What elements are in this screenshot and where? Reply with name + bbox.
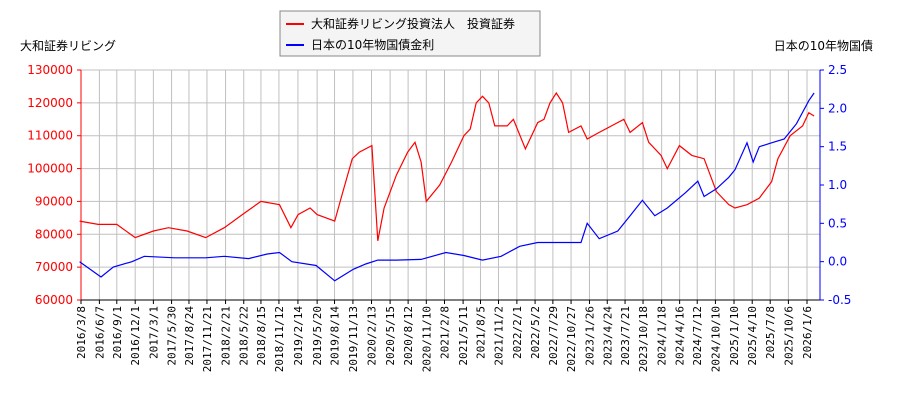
x-tick-label: 2025/4/10: [746, 306, 759, 366]
legend-box: [279, 10, 541, 57]
x-tick-label: 2022/7/29: [547, 306, 560, 366]
x-tick-label: 2026/1/6: [801, 306, 814, 359]
left-tick-label: 110000: [27, 129, 73, 143]
left-axis-label: 大和証券リビング: [20, 38, 116, 53]
x-tick-label: 2016/6/7: [93, 306, 106, 359]
right-tick-label: 0.5: [828, 216, 847, 230]
x-tick-label: 2018/8/15: [255, 306, 268, 366]
right-tick-label: 1.0: [828, 178, 847, 192]
legend-label: 日本の10年物国債金利: [311, 37, 434, 52]
right-tick-label: 2.0: [828, 101, 847, 115]
x-tick-label: 2025/1/10: [728, 306, 741, 366]
x-tick-label: 2016/9/1: [111, 306, 124, 359]
left-tick-label: 100000: [27, 162, 73, 176]
x-tick-label: 2019/2/14: [292, 306, 305, 366]
x-tick-label: 2020/2/13: [366, 306, 379, 366]
x-tick-label: 2025/10/6: [782, 306, 795, 366]
x-tick-label: 2016/12/1: [129, 306, 142, 366]
x-tick-label: 2017/11/21: [201, 306, 214, 372]
x-tick-label: 2018/5/22: [238, 306, 251, 366]
x-tick-label: 2024/7/12: [691, 306, 704, 366]
x-tick-label: 2020/5/15: [384, 306, 397, 366]
x-tick-label: 2017/3/1: [147, 306, 160, 359]
left-tick-label: 80000: [35, 227, 73, 241]
x-tick-label: 2024/10/10: [709, 306, 722, 372]
x-tick-label: 2021/5/11: [457, 306, 470, 366]
legend-label: 大和証券リビング投資法人 投資証券: [311, 16, 515, 31]
x-tick-label: 2025/7/8: [764, 306, 777, 359]
left-tick-label: 120000: [27, 96, 73, 110]
x-tick-label: 2016/3/8: [75, 306, 88, 359]
x-tick-label: 2023/4/24: [601, 306, 614, 366]
left-tick-label: 130000: [27, 63, 73, 77]
x-tick-label: 2022/10/27: [565, 306, 578, 372]
x-tick-label: 2021/8/5: [474, 306, 487, 359]
x-tick-label: 2023/1/26: [583, 306, 596, 366]
left-tick-label: 70000: [35, 260, 73, 274]
x-tick-label: 2019/5/20: [311, 306, 324, 366]
x-tick-label: 2022/5/2: [529, 306, 542, 359]
x-tick-label: 2019/8/14: [329, 306, 342, 366]
x-tick-label: 2024/1/18: [656, 306, 669, 366]
right-axis-label: 日本の10年物国債: [774, 38, 873, 53]
x-tick-label: 2022/2/1: [511, 306, 524, 359]
left-tick-label: 90000: [35, 194, 73, 208]
right-tick-label: 1.5: [828, 140, 847, 154]
left-tick-label: 60000: [35, 293, 73, 307]
x-tick-label: 2021/11/2: [492, 306, 505, 366]
x-tick-label: 2018/11/12: [273, 306, 286, 372]
right-tick-label: 2.5: [828, 63, 847, 77]
x-tick-label: 2020/8/12: [402, 306, 415, 366]
x-tick-label: 2017/8/24: [183, 306, 196, 366]
x-tick-label: 2018/2/21: [220, 306, 233, 366]
x-tick-label: 2020/11/10: [420, 306, 433, 372]
x-tick-label: 2021/2/8: [439, 306, 452, 359]
x-tick-label: 2023/10/18: [637, 306, 650, 372]
x-tick-label: 2023/7/21: [619, 306, 632, 366]
x-tick-label: 2019/11/13: [347, 306, 360, 372]
series-line-1: [79, 92, 815, 282]
x-tick-label: 2017/5/30: [166, 306, 179, 366]
x-tick-label: 2024/4/16: [674, 306, 687, 366]
series-line-0: [79, 91, 815, 242]
right-tick-label: -0.5: [828, 293, 851, 307]
right-tick-label: 0.0: [828, 255, 847, 269]
